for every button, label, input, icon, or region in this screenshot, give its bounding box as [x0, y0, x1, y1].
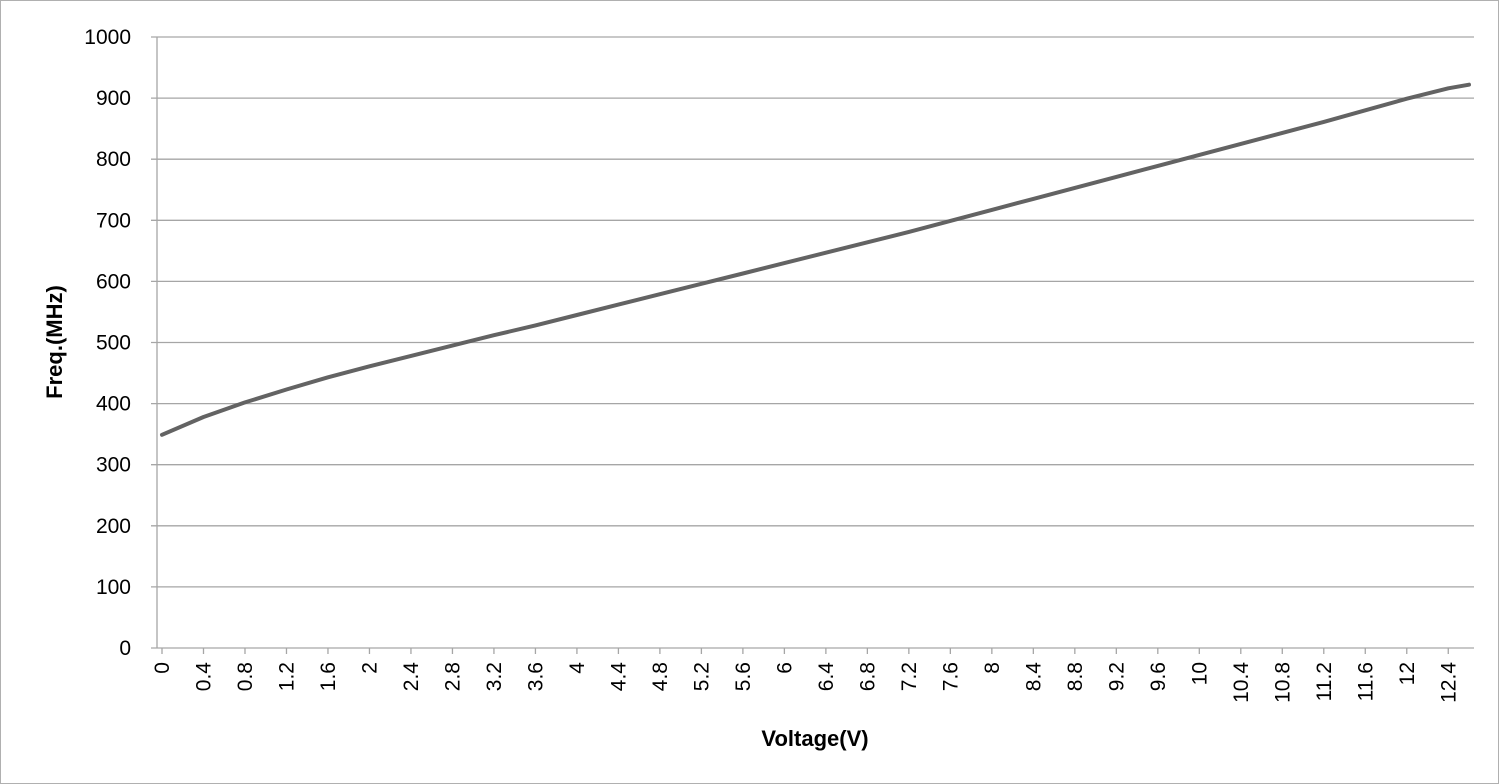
x-tick-label: 12 [1396, 662, 1419, 685]
x-tick-label: 4 [566, 662, 589, 674]
x-tick-label: 10.4 [1230, 662, 1253, 703]
x-tick-label: 1.6 [317, 662, 340, 691]
x-tick-label: 7.6 [939, 662, 962, 691]
series-group [160, 82, 1471, 437]
x-tick-label: 11.2 [1313, 662, 1336, 701]
x-tick-label: 10 [1188, 662, 1211, 685]
y-tick-label: 100 [96, 576, 131, 599]
x-tick-label: 8.8 [1064, 662, 1087, 691]
y-tick-label: 0 [119, 637, 131, 660]
x-tick-label: 2 [358, 662, 381, 674]
y-tick-label: 1000 [84, 26, 131, 49]
x-tick-label: 2.4 [400, 662, 423, 692]
x-tick-label: 0 [151, 662, 174, 674]
y-tick-label: 800 [96, 148, 131, 171]
x-axis-title: Voltage(V) [761, 726, 868, 751]
x-tick-label: 9.6 [1147, 662, 1170, 691]
x-tick-label: 5.6 [732, 662, 755, 691]
x-tick-label: 3.6 [524, 662, 547, 691]
y-tick-label: 600 [96, 270, 131, 293]
x-tick-label: 8 [981, 662, 1004, 674]
x-tick-label: 4.4 [607, 662, 630, 692]
x-tick-label: 4.8 [649, 662, 672, 691]
x-tick-label: 5.2 [690, 662, 713, 691]
y-tick-label: 400 [96, 393, 131, 416]
x-tick-label: 7.2 [898, 662, 921, 691]
series-line-0 [160, 82, 1471, 437]
y-axis-title: Freq.(MHz) [42, 285, 67, 399]
gridlines [151, 36, 1474, 654]
x-tick-label: 10.8 [1271, 662, 1294, 703]
x-tick-label: 0.8 [234, 662, 257, 691]
x-tick-label: 0.4 [192, 662, 215, 692]
x-tick-label: 9.2 [1105, 662, 1128, 691]
x-tick-label: 1.2 [275, 662, 298, 691]
y-tick-label: 200 [96, 515, 131, 538]
y-tick-label: 700 [96, 209, 131, 232]
x-tick-label: 11.6 [1354, 662, 1377, 701]
y-tick-labels: 0 100 200 300 400 500 600 700 800 900 1000 [84, 26, 131, 660]
x-tick-label: 6 [773, 662, 796, 674]
y-tick-label: 500 [96, 332, 131, 355]
x-tick-label: 6.4 [815, 662, 838, 692]
x-tick-labels: 0 0.4 0.8 1.2 1.6 2 2.4 2.8 3.2 3.6 4 4.4 4.8 5.2 5.6 6… [151, 662, 1460, 703]
x-tick-label: 3.2 [483, 662, 506, 691]
y-tick-label: 900 [96, 87, 131, 110]
x-tick-label: 12.4 [1437, 662, 1460, 703]
y-tick-label: 300 [96, 454, 131, 477]
x-tick-label: 6.8 [856, 662, 879, 691]
x-tick-label: 8.4 [1022, 662, 1045, 692]
x-tick-label: 2.8 [441, 662, 464, 691]
